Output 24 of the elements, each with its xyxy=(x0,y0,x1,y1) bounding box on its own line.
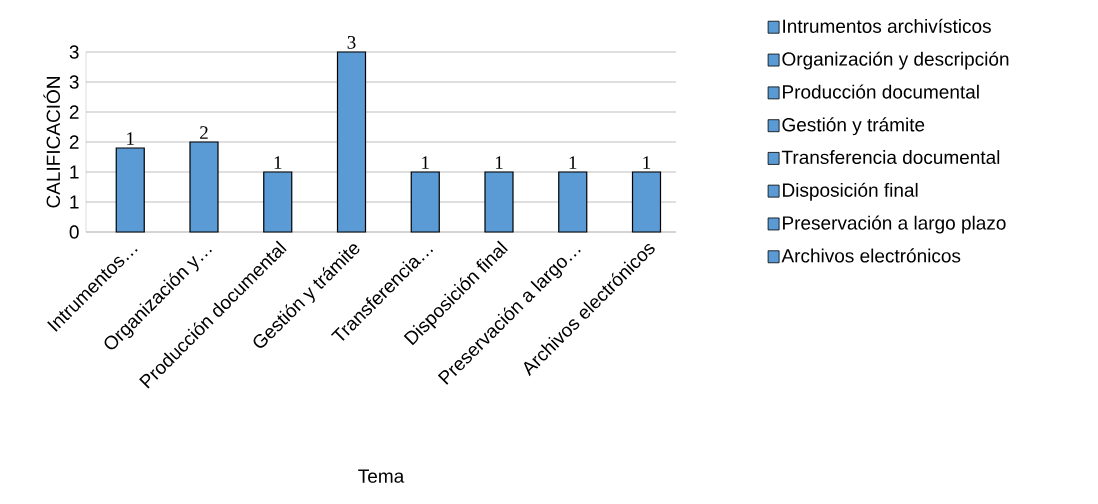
data-label: 1 xyxy=(495,156,503,169)
y-axis-title: CALIFICACIÓN xyxy=(43,77,61,208)
legend-label: Disposición final xyxy=(783,182,918,201)
y-tick-label: 2 xyxy=(69,105,79,119)
y-tick-label: 1 xyxy=(70,165,79,179)
data-label: 1 xyxy=(127,132,134,145)
y-tick-label: 3 xyxy=(69,75,79,89)
legend-label: Organización y descripción xyxy=(782,51,1009,70)
legend-label: Producción documental xyxy=(783,84,979,99)
data-label: 3 xyxy=(347,36,356,49)
data-label: 1 xyxy=(643,156,651,169)
data-label: 2 xyxy=(200,126,208,139)
data-label: 1 xyxy=(569,156,577,169)
legend-label: Gestión y trámite xyxy=(782,117,925,136)
data-label: 1 xyxy=(274,156,282,169)
y-tick-label: 3 xyxy=(69,45,79,59)
legend-label: Preservación a largo plazo xyxy=(783,215,1006,234)
y-tick-label: 1 xyxy=(70,195,79,209)
legend-label: Transferencia documental xyxy=(781,150,1000,165)
data-label: 1 xyxy=(422,156,429,169)
y-tick-label: 2 xyxy=(69,135,79,149)
x-axis-title: Tema xyxy=(358,469,405,483)
y-tick-label: 0 xyxy=(69,225,79,239)
legend-label: Intrumentos archivísticos xyxy=(783,18,991,33)
